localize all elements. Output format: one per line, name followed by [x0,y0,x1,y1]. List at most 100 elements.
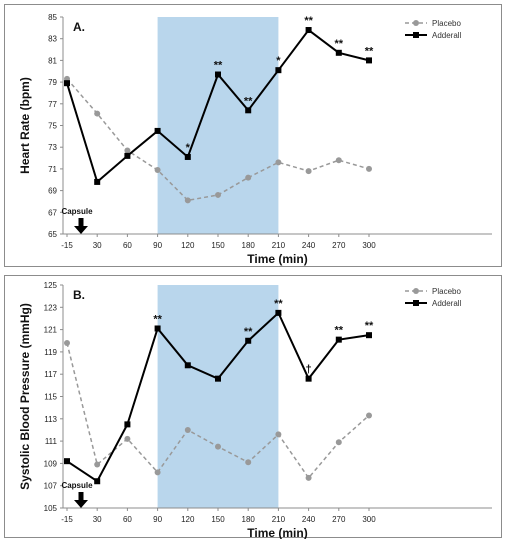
bp-x-tick-label: 120 [181,515,195,524]
hr-y-tick-label: 81 [48,56,57,65]
hr-placebo-point [335,157,342,164]
hr-adderall-point [305,27,312,34]
hr-adderall-point [335,49,342,56]
hr-y-tick-label: 79 [48,78,57,87]
bp-y-tick-label: 109 [44,459,58,468]
blood-pressure-chart-panel: 105 107 109 111 113 115 117 119 121 123 125 -15 30 60… [4,275,502,539]
hr-y-tick-label: 69 [48,187,57,196]
bp-x-tick-label: 270 [332,515,346,524]
bp-x-tick-label: 60 [123,515,132,524]
hr-legend-label: Placebo [432,19,461,28]
bp-significance-mark: ** [244,326,253,338]
hr-significance-mark: ** [214,60,223,72]
hr-y-tick-label: 85 [48,13,57,22]
bp-legend-label: Adderall [432,299,462,308]
hr-adderall-point [215,71,221,78]
hr-adderall-point [184,153,191,160]
hr-adderall-point [154,127,161,134]
hr-x-tick-label: 240 [302,241,316,250]
bp-x-tick-label: -15 [61,515,73,524]
hr-significance-mark: ** [304,15,313,27]
bp-legend-label: Placebo [432,287,461,296]
bp-significance-mark: ** [365,320,374,332]
hr-placebo-point [275,159,282,166]
bp-y-tick-label: 115 [44,393,57,402]
bp-x-axis-title: Time (min) [247,526,307,539]
hr-significance-mark: * [186,142,191,154]
hr-placebo-point [124,147,131,154]
hr-adderall-point [366,57,372,64]
hr-placebo-point [245,174,252,181]
hr-x-tick-label: 90 [153,241,162,250]
hr-x-tick-label: 150 [211,241,225,250]
bp-x-tick-label: 90 [153,515,162,524]
hr-capsule-arrow-head [74,226,88,234]
bp-x-tick-label: 300 [362,515,376,524]
bp-x-tick-label: 210 [272,515,286,524]
hr-x-tick-label: 30 [93,241,102,250]
bp-placebo-point [305,474,312,481]
hr-legend-label: Adderall [432,31,462,40]
hr-legend-swatch-marker [413,20,419,26]
bp-x-tick-label: 150 [211,515,225,524]
hr-y-tick-label: 65 [48,230,57,239]
bp-significance-mark: ** [335,325,344,337]
bp-capsule-label: Capsule [61,481,93,490]
bp-placebo-point [184,426,191,433]
bp-panel-label: B. [73,288,85,302]
hr-y-tick-label: 73 [48,143,57,152]
hr-x-tick-label: 210 [272,241,286,250]
hr-x-axis-title: Time (min) [247,252,307,266]
hr-adderall-point [245,107,252,114]
bp-significance-mark: † [306,364,312,376]
hr-placebo-point [215,191,221,198]
bp-y-tick-label: 105 [44,504,58,513]
hr-legend-swatch-marker [413,32,419,38]
hr-adderall-point [94,178,101,185]
hr-significance-mark: ** [335,38,344,50]
bp-adderall-point [366,332,372,339]
hr-x-tick-label: 180 [242,241,256,250]
bp-capsule-arrow-head [74,500,88,508]
hr-y-tick-label: 77 [48,100,57,109]
bp-placebo-point [215,443,221,450]
hr-significance-mark: * [276,55,281,67]
hr-shaded-interval [157,17,279,234]
hr-y-tick-label: 83 [48,35,57,44]
hr-x-tick-label: 120 [181,241,195,250]
hr-y-tick-label: 67 [48,208,57,217]
bp-x-tick-label: 180 [242,515,256,524]
bp-placebo-point [154,469,161,476]
bp-shaded-interval [157,285,279,508]
hr-y-tick-label: 75 [48,122,57,131]
hr-placebo-point [94,110,101,117]
heart-rate-chart-panel: 65 67 69 71 73 75 77 79 81 83 85 -15 30 60 90 120 150 180… [4,4,502,267]
hr-capsule-arrow-shaft [78,218,84,227]
bp-y-axis-title: Systolic Blood Pressure (mmHg) [18,303,32,490]
hr-x-tick-label: 60 [123,241,132,250]
bp-y-tick-label: 119 [44,348,57,357]
bp-adderall-point [215,375,221,382]
bp-significance-mark: ** [274,298,283,310]
hr-adderall-point [124,152,131,159]
bp-adderall-point [64,458,70,465]
bp-adderall-point [124,421,131,428]
bp-legend-swatch-marker [413,300,419,306]
hr-significance-mark: ** [244,95,253,107]
bp-y-tick-label: 125 [44,281,58,290]
bp-y-tick-label: 111 [45,437,58,446]
hr-adderall-point [275,67,282,74]
bp-capsule-arrow-shaft [78,492,84,501]
bp-y-tick-label: 107 [44,482,58,491]
bp-adderall-point [245,337,252,344]
hr-placebo-point [366,165,372,172]
bp-placebo-point [275,431,282,438]
heart-rate-chart: 65 67 69 71 73 75 77 79 81 83 85 -15 30 60 90 120 150 180… [18,13,492,266]
bp-placebo-point [124,435,131,442]
bp-y-tick-label: 117 [44,370,57,379]
bp-legend-swatch-marker [413,288,419,294]
hr-significance-mark: ** [365,45,374,57]
hr-capsule-label: Capsule [61,207,93,216]
bp-adderall-point [184,362,191,369]
hr-x-tick-label: -15 [61,241,73,250]
